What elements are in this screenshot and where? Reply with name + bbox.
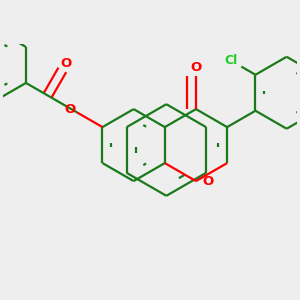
Text: O: O <box>61 57 72 70</box>
Text: O: O <box>64 103 75 116</box>
Text: O: O <box>202 175 214 188</box>
Text: O: O <box>190 61 202 74</box>
Text: Cl: Cl <box>225 54 238 67</box>
